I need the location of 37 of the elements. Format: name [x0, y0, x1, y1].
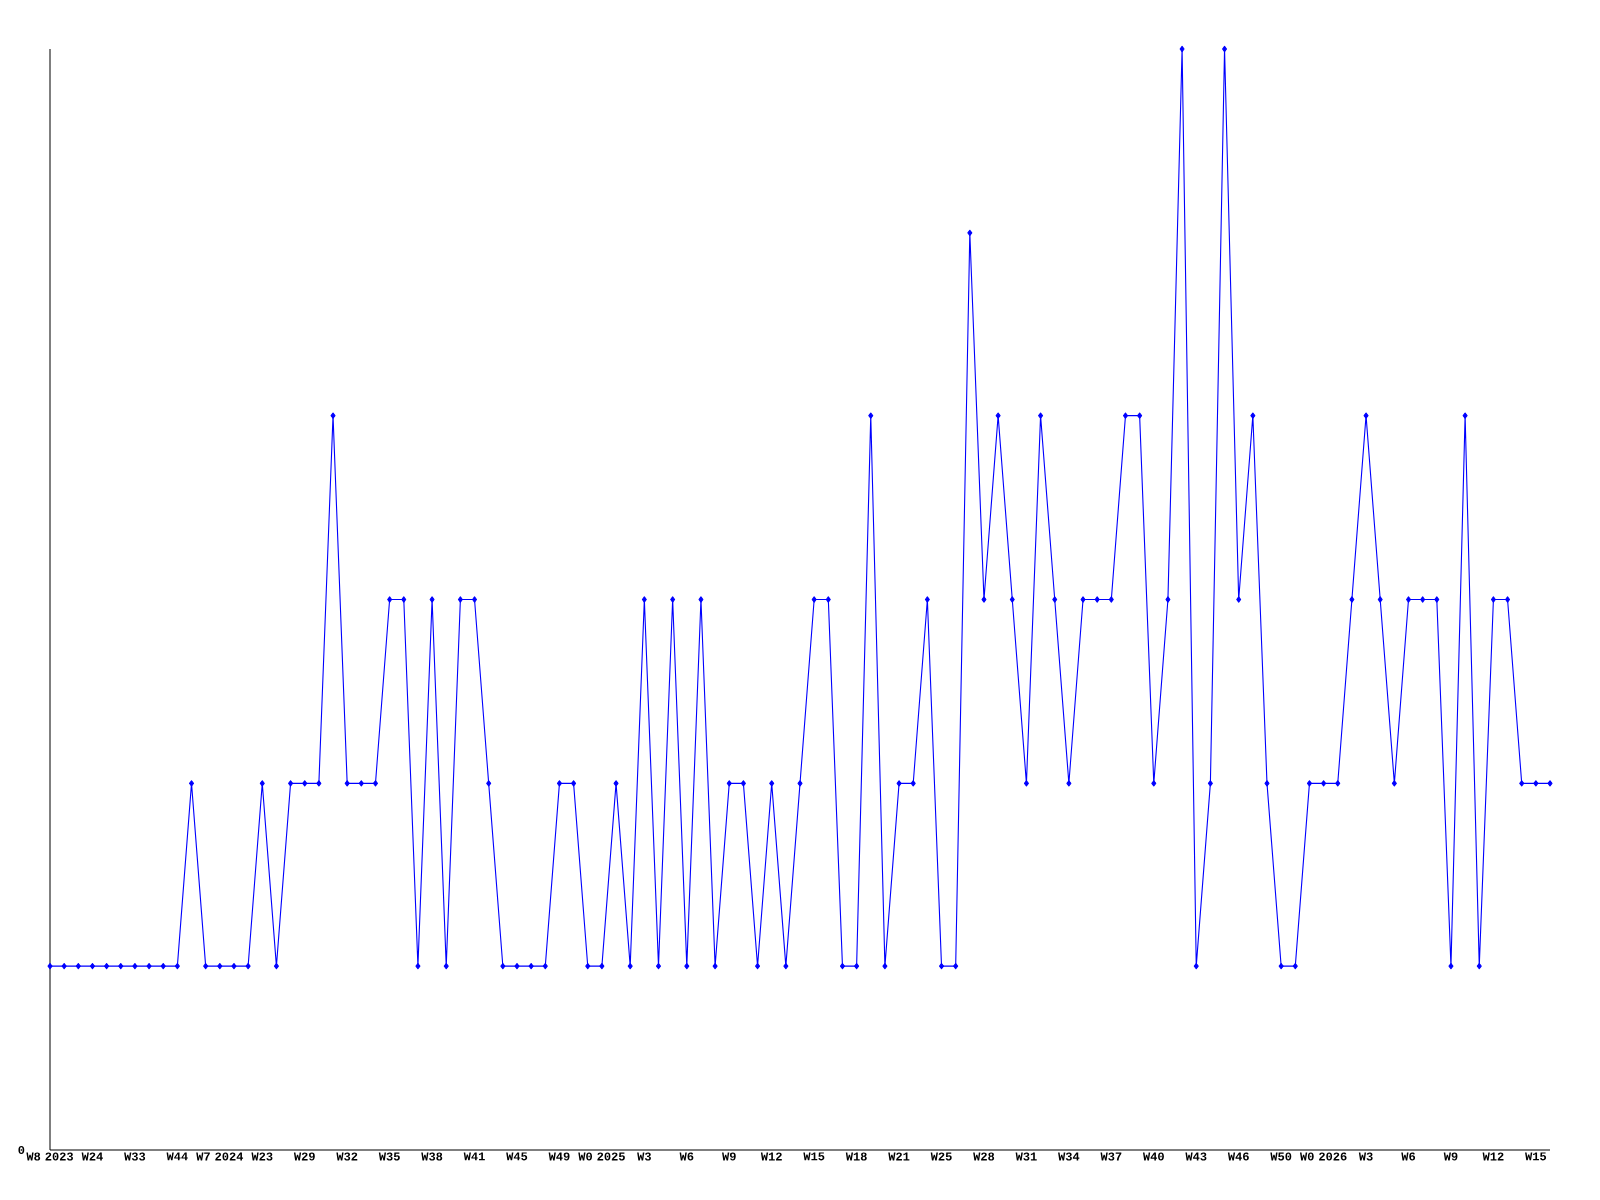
x-tick-label: W40	[1142, 1152, 1164, 1161]
x-tick-label: W31	[1015, 1152, 1037, 1161]
x-tick-label: W3	[1358, 1152, 1373, 1161]
x-tick-label: W18	[845, 1152, 867, 1161]
x-tick-label: W50	[1270, 1152, 1292, 1161]
x-tick-label: W21	[888, 1152, 910, 1161]
x-tick-label: W29	[293, 1152, 315, 1161]
x-tick-label: W25	[930, 1152, 952, 1161]
x-tick-label: W23	[251, 1152, 273, 1161]
x-tick-label: W12	[1482, 1152, 1504, 1161]
x-tick-label: W45	[506, 1152, 528, 1161]
x-tick-label: W8 2023	[26, 1152, 73, 1161]
x-tick-label: W9	[1443, 1152, 1458, 1161]
x-tick-label: W9	[722, 1152, 736, 1161]
x-tick-label: W37	[1100, 1152, 1122, 1161]
x-tick-label: W15	[1525, 1152, 1547, 1161]
x-tick-label: W3	[637, 1152, 651, 1161]
text: 0	[18, 1145, 25, 1155]
x-tick-label: W46	[1227, 1152, 1249, 1161]
x-tick-label: W7 2024	[196, 1152, 244, 1161]
x-tick-label: W35	[378, 1152, 400, 1161]
x-tick-label: W49	[548, 1152, 570, 1161]
x-tick-label: W38	[421, 1152, 443, 1161]
x-tick-label: W15	[803, 1152, 825, 1161]
x-tick-label: W28	[973, 1152, 995, 1161]
x-tick-label: W33	[124, 1152, 146, 1161]
x-tick-label: W6	[1401, 1152, 1416, 1161]
x-tick-label: W0 2025	[578, 1152, 625, 1161]
x-tick-label: W24	[81, 1152, 103, 1161]
x-tick-label: W34	[1058, 1152, 1080, 1161]
x-tick-label: W0 2026	[1299, 1152, 1347, 1161]
x-tick-label: W44	[166, 1152, 188, 1161]
x-tick-label: W6	[679, 1152, 694, 1161]
x-tick-label: W32	[336, 1152, 358, 1161]
x-tick-label: W41	[463, 1152, 485, 1161]
x-tick-label: W43	[1185, 1152, 1207, 1161]
x-tick-label: W12	[760, 1152, 782, 1161]
